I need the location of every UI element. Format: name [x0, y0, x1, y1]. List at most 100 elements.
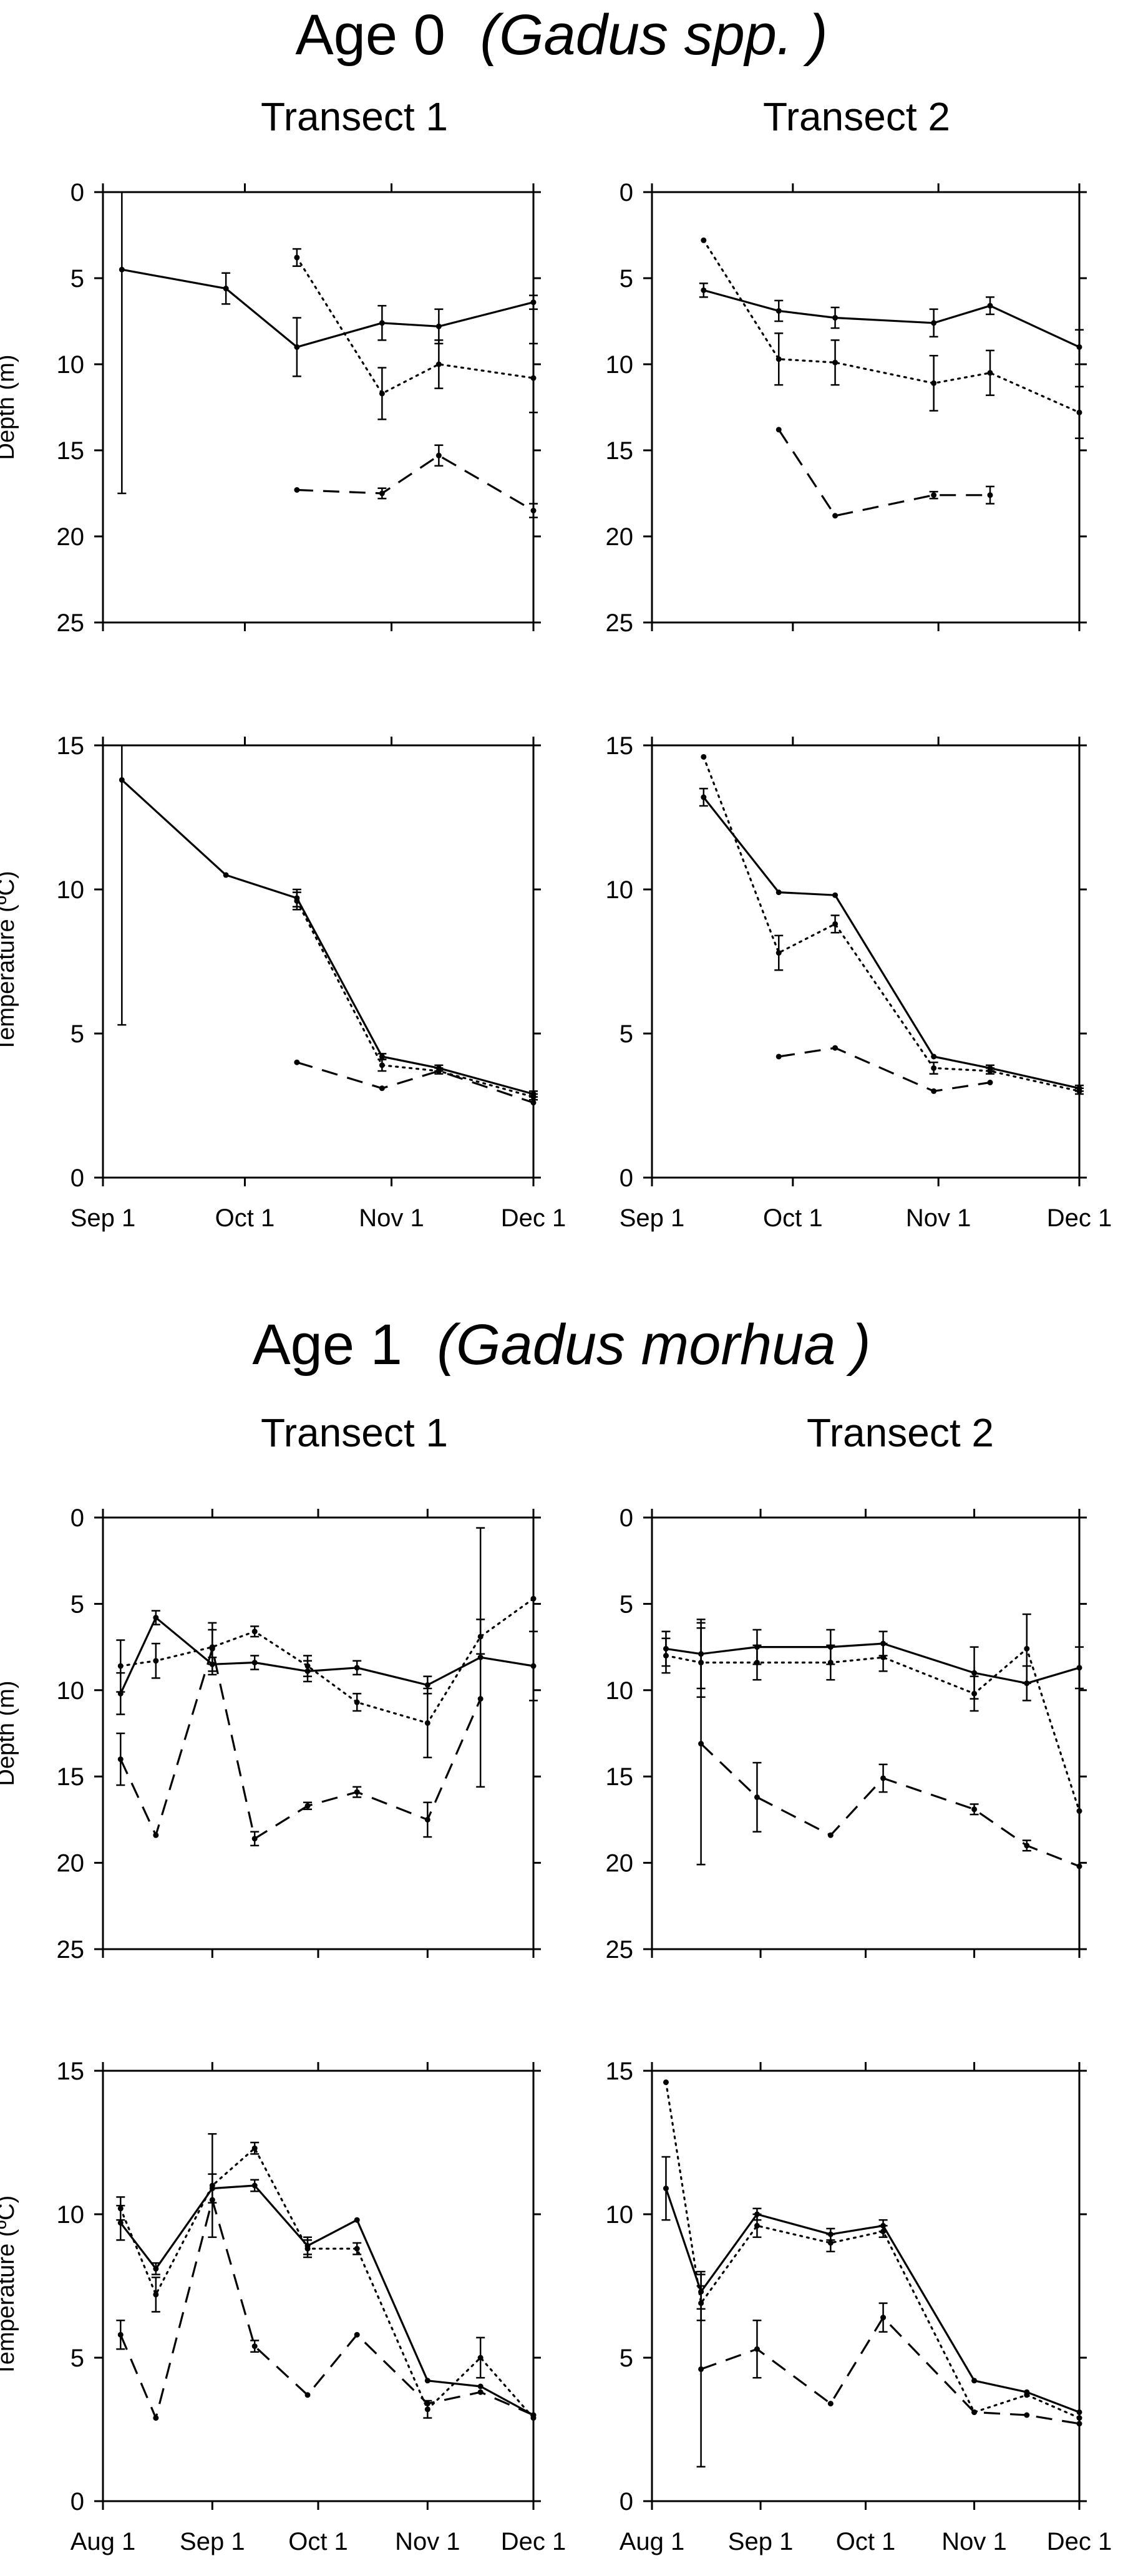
x-tick-label: Aug 1	[70, 2528, 136, 2555]
age0-transect1-title: Transect 1	[261, 94, 448, 139]
data-point	[354, 2331, 360, 2338]
series-dashed	[775, 1045, 993, 1094]
y-tick-label: 5	[620, 2345, 633, 2372]
data-point	[530, 1100, 537, 1106]
data-point	[379, 1085, 385, 1092]
data-point	[663, 2079, 669, 2085]
data-point	[1076, 1863, 1082, 1869]
data-point	[530, 1595, 537, 1602]
series-dashed	[775, 427, 994, 519]
y-tick-label: 0	[70, 179, 84, 206]
series-dashed	[696, 2270, 1082, 2468]
data-point	[424, 2401, 430, 2407]
x-tick-label: Dec 1	[501, 2528, 566, 2555]
series-line	[296, 899, 535, 1098]
data-point	[209, 2197, 215, 2203]
y-tick-label: 15	[606, 1763, 634, 1791]
data-point	[153, 1832, 159, 1838]
x-tick-label: Nov 1	[941, 2528, 1007, 2555]
y-tick-label: 15	[606, 2058, 634, 2085]
x-tick-label: Dec 1	[501, 1204, 566, 1232]
y-tick-label: 15	[57, 2058, 85, 2085]
series-dashed	[696, 1622, 1082, 1869]
x-tick-label: Oct 1	[763, 1204, 823, 1232]
age1-title-species: (Gadus morhua )	[437, 1313, 871, 1377]
y-tick-label: 25	[57, 1936, 85, 1963]
y-tick-label: 15	[57, 1763, 85, 1791]
series-dashed	[294, 1059, 537, 1106]
age0-title: Age 0 (Gadus spp. )	[0, 6, 1123, 64]
age1-title-label: Age 1	[252, 1313, 402, 1377]
series-line	[702, 239, 1081, 414]
x-tick-label: Oct 1	[836, 2528, 896, 2555]
age1-transect2-title: Transect 2	[807, 1410, 994, 1455]
data-point	[530, 2412, 537, 2418]
age1-transect1-title: Transect 1	[261, 1410, 448, 1455]
series-dashed	[116, 2197, 537, 2421]
series-line	[703, 289, 1080, 348]
series-dotted	[701, 753, 1084, 1095]
data-point	[1076, 2409, 1082, 2415]
age0-title-label: Age 0	[295, 3, 445, 67]
y-tick-label: 0	[70, 1165, 84, 1192]
series-line	[296, 256, 535, 395]
data-point	[153, 2415, 159, 2421]
data-point	[987, 1080, 993, 1086]
data-point	[424, 2378, 430, 2384]
series-line	[119, 1616, 534, 1694]
plot-frame	[102, 1516, 535, 1950]
data-point	[223, 872, 229, 878]
data-point	[931, 1053, 937, 1060]
series-line	[778, 1047, 991, 1093]
y-tick-label: 10	[57, 351, 85, 379]
y-tick-label: 20	[57, 1850, 85, 1877]
data-point	[1024, 2392, 1030, 2398]
series-line	[666, 1642, 1080, 1685]
series-dotted	[292, 891, 538, 1101]
series-line	[702, 797, 1080, 1090]
y-tick-label: 5	[70, 1020, 84, 1048]
y-tick-label: 10	[57, 876, 85, 904]
series-line	[296, 1061, 534, 1104]
series-line	[664, 2081, 1081, 2419]
data-point	[931, 1088, 937, 1094]
y-tick-label: 25	[57, 609, 85, 637]
plot-frame	[102, 191, 535, 624]
x-tick-label: Dec 1	[1047, 2528, 1112, 2555]
series-line	[664, 1647, 1081, 1813]
x-tick-label: Oct 1	[215, 1204, 275, 1232]
data-point	[775, 427, 782, 433]
data-point	[304, 2392, 311, 2398]
y-tick-label: 5	[70, 2345, 84, 2372]
series-line	[296, 454, 534, 511]
series-dotted	[663, 2079, 1082, 2421]
data-point	[832, 1045, 839, 1051]
plot-frame	[651, 2070, 1081, 2502]
data-point	[294, 1059, 300, 1065]
y-axis-label: Temperature (ºC)	[0, 2196, 19, 2377]
series-dotted	[701, 237, 1084, 439]
x-tick-label: Sep 1	[70, 1204, 136, 1232]
series-line	[121, 779, 534, 1095]
series-line	[664, 2188, 1080, 2413]
panel-age1-t2-depth: 0 5 10 15 20 25	[606, 1504, 1087, 1963]
y-tick-label: 20	[606, 523, 634, 551]
series-dashed	[294, 444, 538, 518]
x-tick-label: Oct 1	[288, 2528, 348, 2555]
y-tick-label: 10	[606, 351, 634, 379]
y-axis-label: Depth (m)	[0, 1681, 19, 1786]
y-axis-label: Depth (m)	[0, 355, 19, 460]
y-tick-label: 0	[620, 179, 633, 206]
y-tick-label: 5	[620, 1591, 633, 1618]
plot-frame	[102, 2070, 535, 2502]
y-tick-label: 10	[606, 2201, 634, 2229]
data-point	[1076, 2415, 1082, 2421]
y-tick-label: 10	[606, 1677, 634, 1705]
plot-frame	[651, 744, 1081, 1179]
y-tick-label: 20	[606, 1850, 634, 1877]
panel-age0-t2-temp: 0 5 10 15 Sep 1 Oct 1 Nov 1 Dec 1	[606, 732, 1112, 1232]
series-dotted	[116, 1595, 537, 1759]
y-tick-label: 25	[606, 1936, 634, 1963]
series-line	[702, 755, 1081, 1093]
